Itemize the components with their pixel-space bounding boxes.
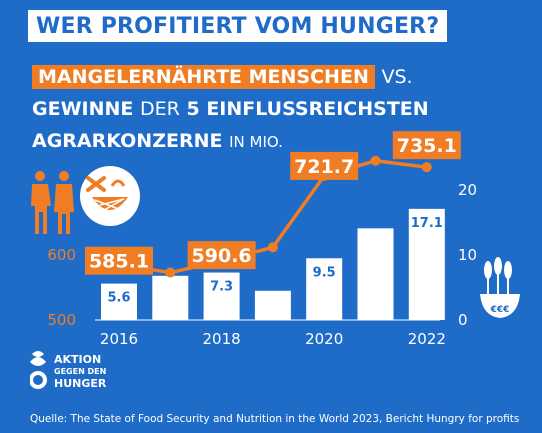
left-tick-600: 600 <box>47 246 76 264</box>
logo: AKTION GEGEN DEN HUNGER <box>30 351 107 390</box>
source-text: Quelle: The State of Food Security and N… <box>30 413 520 425</box>
x-tick-2018: 2018 <box>203 330 241 348</box>
headline-einflussreichsten: 5 EINFLUSSREICHSTEN <box>186 98 429 120</box>
right-tick-0: 0 <box>458 311 468 329</box>
undernourished-point-2017 <box>165 267 176 278</box>
undernourished-label-box-2022 <box>392 131 461 160</box>
headline-vs: VS. <box>381 66 413 88</box>
x-tick-2020: 2020 <box>305 330 343 348</box>
undernourished-label-2018: 590.6 <box>192 245 252 267</box>
headline-gewinne: GEWINNE <box>32 98 134 120</box>
headline-highlight: MANGELERNÄHRTE MENSCHEN <box>32 65 375 89</box>
headline-line-2: GEWINNE DER 5 EINFLUSSREICHSTEN <box>32 98 429 120</box>
left-tick-500: 500 <box>47 311 76 329</box>
headline-line-3: AGRARKONZERNE IN MIO. <box>32 130 283 152</box>
logo-line-1: AKTION <box>54 353 101 366</box>
undernourished-label-box-2020 <box>290 151 359 180</box>
profit-label-2018: 7.3 <box>210 280 233 295</box>
profit-bar-2021 <box>357 228 394 320</box>
profit-bar-2016 <box>101 283 137 320</box>
grain-bowl-icon: €€€ <box>480 257 520 318</box>
profit-label-2016: 5.6 <box>107 291 130 306</box>
undernourished-label-2020: 721.7 <box>294 156 354 178</box>
undernourished-label-box-2016 <box>85 246 153 275</box>
empty-bowl-icon <box>80 166 140 226</box>
logo-line-3: HUNGER <box>54 377 107 390</box>
profit-bar-2019 <box>254 290 291 320</box>
undernourished-label-2016: 585.1 <box>89 251 149 273</box>
profit-label-2020: 9.5 <box>313 265 336 280</box>
undernourished-point-2019 <box>267 242 278 253</box>
logo-line-2: GEGEN DEN <box>54 367 106 376</box>
undernourished-point-2021 <box>370 155 381 166</box>
x-tick-2016: 2016 <box>100 330 138 348</box>
banner-title: WER PROFITIERT VOM HUNGER? <box>28 10 448 42</box>
profit-label-2022: 17.1 <box>411 216 443 231</box>
right-tick-20: 20 <box>458 181 477 199</box>
profit-bar-2022 <box>408 208 445 320</box>
profit-bar-2018 <box>203 272 240 320</box>
headline-agrarkonzerne: AGRARKONZERNE <box>32 130 223 152</box>
headline-line-1: MANGELERNÄHRTE MENSCHEN VS. <box>32 65 413 89</box>
x-tick-2022: 2022 <box>408 330 446 348</box>
grain-label: €€€ <box>490 305 510 315</box>
logo-icon <box>30 351 47 389</box>
profit-bar-2020 <box>306 258 343 320</box>
people-icon <box>31 171 74 234</box>
profit-bar-2017 <box>152 275 189 320</box>
undernourished-label-box-2018 <box>187 241 256 270</box>
headline-der: DER <box>140 98 180 120</box>
undernourished-label-2022: 735.1 <box>397 135 457 157</box>
undernourished-point-2022 <box>421 162 432 173</box>
headline-unit: IN MIO. <box>229 133 283 151</box>
right-tick-10: 10 <box>458 246 477 264</box>
